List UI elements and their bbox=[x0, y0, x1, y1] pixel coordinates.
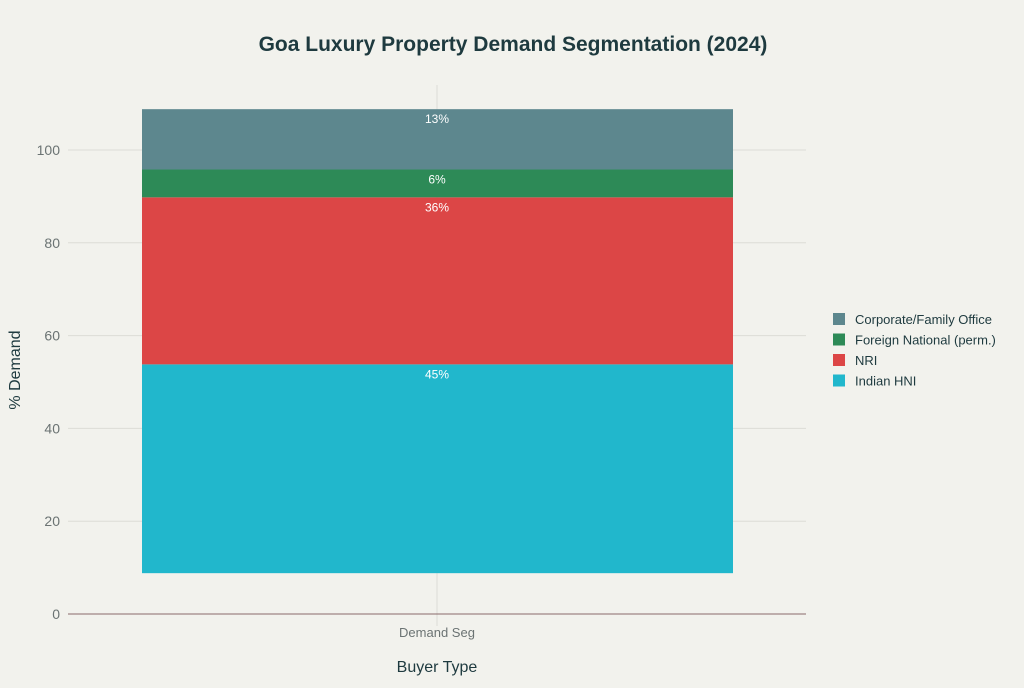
data-label: 36% bbox=[425, 200, 449, 214]
legend: Corporate/Family Office Foreign National … bbox=[833, 312, 996, 389]
y-axis-ticks: 0 20 40 60 80 100 bbox=[37, 142, 61, 622]
legend-swatch bbox=[833, 374, 845, 387]
chart-title: Goa Luxury Property Demand Segmentation … bbox=[259, 33, 768, 56]
data-labels: 45% 36% 6% 13% bbox=[425, 112, 449, 381]
y-tick-label: 20 bbox=[44, 513, 60, 529]
y-axis-label: % Demand bbox=[7, 330, 24, 409]
y-tick-label: 40 bbox=[44, 420, 60, 436]
x-tick-label: Demand Seg bbox=[399, 625, 475, 640]
bar-segment bbox=[142, 364, 733, 574]
y-tick-label: 0 bbox=[52, 606, 60, 622]
data-label: 45% bbox=[425, 367, 449, 381]
bar-segment bbox=[142, 197, 733, 365]
legend-label: Foreign National (perm.) bbox=[855, 333, 996, 348]
x-axis-label: Buyer Type bbox=[397, 659, 478, 676]
legend-swatch bbox=[833, 313, 845, 325]
data-label: 13% bbox=[425, 112, 449, 126]
legend-swatch bbox=[833, 354, 845, 366]
data-label: 6% bbox=[428, 172, 446, 186]
y-tick-label: 100 bbox=[37, 142, 61, 158]
y-tick-label: 60 bbox=[44, 328, 60, 344]
bar-segment bbox=[142, 109, 733, 170]
bars bbox=[142, 109, 733, 574]
legend-swatch bbox=[833, 333, 845, 346]
y-tick-label: 80 bbox=[44, 235, 60, 251]
legend-label: Corporate/Family Office bbox=[855, 312, 992, 327]
legend-label: Indian HNI bbox=[855, 374, 916, 389]
legend-label: NRI bbox=[855, 353, 877, 368]
bar-segment bbox=[142, 169, 733, 198]
